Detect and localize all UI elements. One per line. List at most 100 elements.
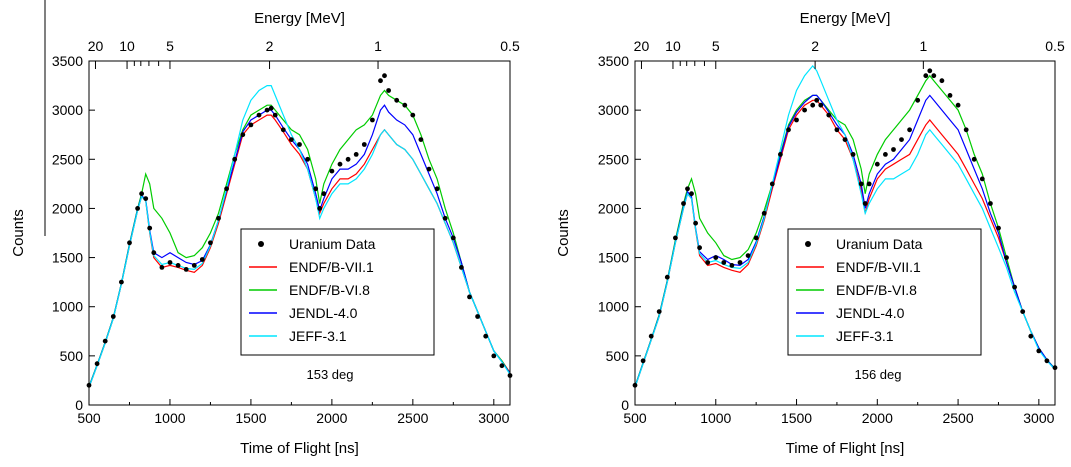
data-point: [786, 127, 791, 133]
data-point: [321, 191, 327, 197]
y-axis-label: Counts: [555, 209, 572, 257]
y-tick-label: 1500: [598, 250, 629, 266]
data-point: [240, 132, 246, 138]
top-tick-label: 10: [665, 38, 681, 54]
series-line-endf-b-vi-8: [88, 89, 511, 387]
data-point: [378, 78, 383, 84]
series-line-endf-b-vi-8: [634, 74, 1056, 387]
data-point: [729, 263, 735, 268]
data-point: [988, 201, 993, 206]
data-point: [1020, 309, 1026, 314]
x-axis-label: Time of Flight [ns]: [786, 440, 905, 457]
data-point: [382, 73, 387, 79]
data-point: [737, 260, 743, 265]
data-point: [313, 186, 319, 192]
top-axis-label: Energy [MeV]: [800, 10, 891, 27]
data-point: [139, 191, 145, 197]
data-point: [345, 156, 351, 162]
legend-entry: ENDF/B-VII.1: [836, 259, 921, 275]
legend-marker: [258, 241, 264, 247]
data-point: [947, 93, 953, 98]
data-point: [305, 156, 310, 162]
data-point: [907, 127, 912, 133]
data-point: [753, 235, 759, 241]
top-tick-label: 5: [166, 38, 174, 54]
data-point: [410, 112, 416, 118]
top-axis-label: Energy [MeV]: [254, 10, 345, 27]
y-tick-label: 2000: [52, 200, 83, 216]
x-tick-label: 500: [77, 410, 101, 426]
data-point: [648, 333, 654, 339]
data-point: [761, 210, 767, 216]
x-tick-label: 1000: [154, 410, 185, 426]
y-tick-label: 500: [60, 348, 84, 364]
data-point: [289, 137, 294, 143]
data-point: [721, 260, 727, 265]
series-line-jeff-3-1: [634, 64, 1056, 388]
y-tick-label: 0: [621, 397, 629, 413]
data-point: [280, 127, 286, 133]
data-point: [459, 265, 464, 270]
data-point: [394, 97, 400, 103]
y-tick-label: 3000: [52, 102, 83, 118]
data-point: [256, 112, 262, 118]
x-tick-label: 2500: [942, 410, 973, 426]
data-point: [681, 201, 686, 206]
x-axis-label: Time of Flight [ns]: [240, 440, 359, 457]
data-point: [183, 267, 189, 272]
data-point: [713, 255, 719, 260]
data-point: [842, 137, 848, 143]
y-tick-label: 3500: [52, 53, 83, 69]
y-axis-label: Counts: [10, 209, 27, 257]
data-point: [127, 240, 132, 246]
data-point: [931, 73, 937, 79]
top-tick-label: 2: [811, 38, 819, 54]
data-point: [963, 127, 969, 133]
data-point: [939, 78, 945, 84]
data-point: [883, 152, 888, 157]
top-tick-label: 10: [119, 38, 135, 54]
data-point: [442, 215, 448, 221]
data-point: [769, 181, 775, 187]
data-point: [810, 102, 816, 108]
legend-entry: Uranium Data: [836, 236, 923, 252]
data-point: [317, 206, 323, 211]
data-point: [1036, 348, 1042, 354]
data-point: [915, 97, 921, 103]
top-tick-label: 1: [919, 38, 927, 54]
legend-entry: ENDF/B-VII.1: [289, 259, 374, 275]
y-tick-label: 0: [75, 397, 83, 413]
data-point: [450, 235, 456, 241]
x-tick-label: 2000: [862, 410, 893, 426]
data-point: [361, 142, 367, 147]
data-point: [1012, 284, 1017, 290]
data-point: [175, 263, 181, 268]
x-tick-label: 1500: [235, 410, 266, 426]
data-point: [147, 225, 153, 231]
data-point: [818, 102, 824, 108]
data-point: [971, 156, 977, 162]
data-point: [1004, 255, 1009, 260]
legend-box: [240, 228, 435, 356]
data-point: [329, 168, 335, 174]
data-point: [167, 260, 173, 265]
data-point: [418, 137, 424, 143]
legend-marker: [805, 241, 811, 247]
angle-annotation: 153 deg: [307, 367, 354, 382]
data-point: [110, 314, 116, 319]
data-point: [794, 117, 799, 123]
x-tick-label: 3000: [478, 410, 509, 426]
y-tick-label: 2500: [598, 151, 629, 167]
data-point: [402, 102, 408, 108]
data-point: [337, 161, 343, 167]
legend-entry: JENDL-4.0: [836, 305, 905, 321]
data-point: [858, 181, 864, 187]
legend-entry: JEFF-3.1: [836, 328, 894, 344]
legend: Uranium Data ENDF/B-VII.1 ENDF/B-VI.8 JENDL…: [787, 228, 982, 356]
data-point: [664, 274, 670, 280]
top-tick-label: 1: [374, 38, 382, 54]
data-point: [94, 361, 100, 367]
data-point: [866, 181, 872, 187]
plot-frame: [634, 60, 1056, 406]
